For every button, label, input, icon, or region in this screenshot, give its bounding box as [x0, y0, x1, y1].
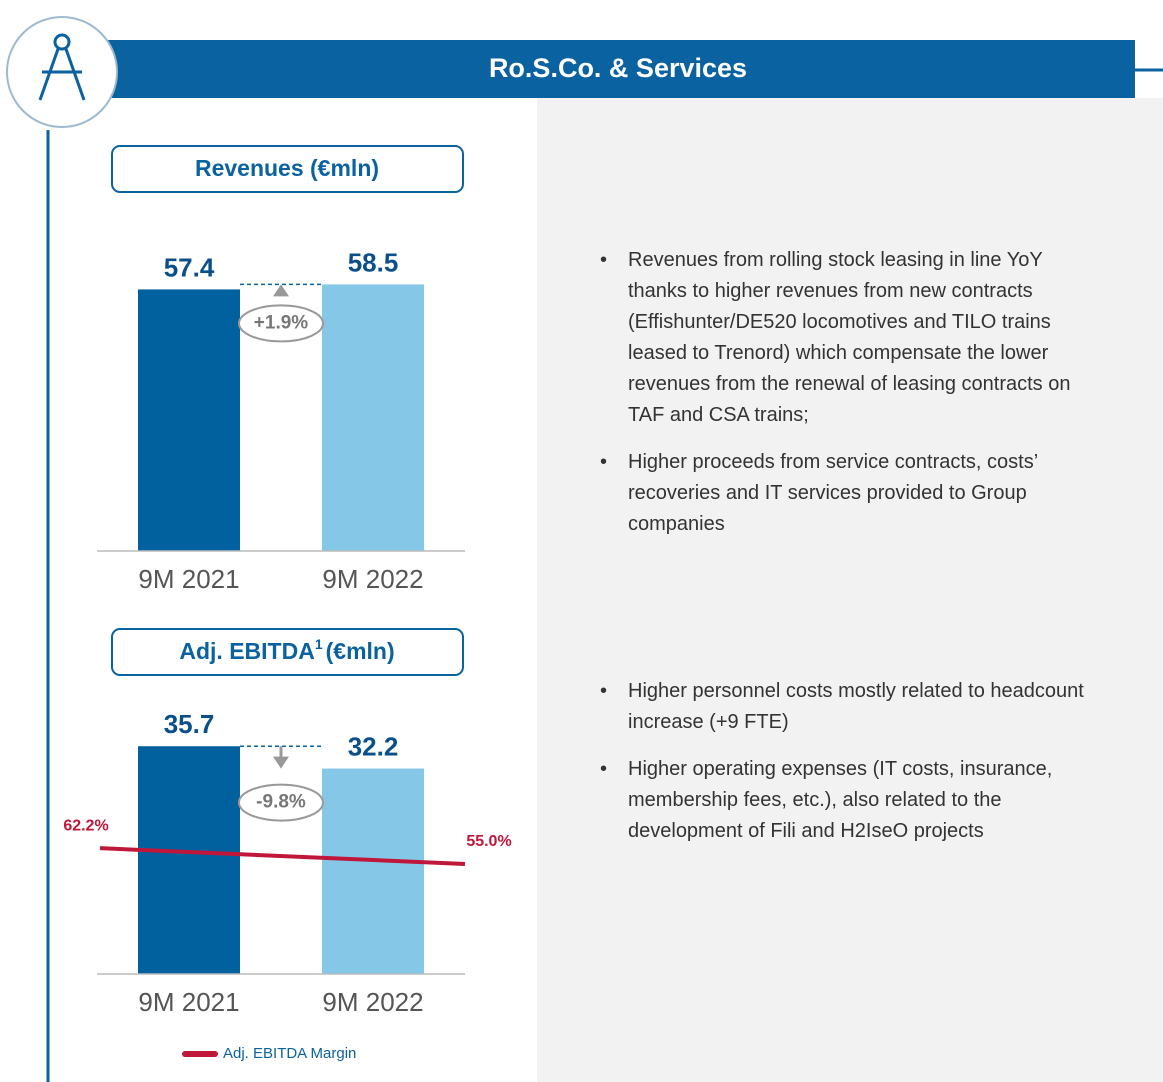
arrow-head: [273, 756, 289, 769]
bullet: Higher proceeds from service contracts, …: [600, 447, 1100, 540]
legend-label: Adj. EBITDA Margin: [223, 1045, 356, 1062]
x-tick-label: 9M 2022: [322, 987, 423, 1017]
change-label: +1.9%: [254, 312, 309, 333]
bullet: Revenues from rolling stock leasing in l…: [600, 245, 1100, 431]
chart-title-note: 1: [315, 636, 323, 652]
chart-title-box: [111, 628, 464, 676]
bar: [138, 289, 240, 551]
value-label: 57.4: [164, 252, 215, 282]
x-tick-label: 9M 2022: [322, 564, 423, 594]
x-tick-label: 9M 2021: [138, 987, 239, 1017]
line-value-label: 62.2%: [63, 817, 108, 834]
bar: [322, 768, 424, 974]
value-label: 58.5: [348, 247, 399, 277]
arrow-head: [273, 284, 289, 297]
logo-icon: [38, 33, 86, 101]
margin-line: [99, 846, 466, 866]
value-label: 35.7: [164, 709, 215, 739]
x-tick-label: 9M 2021: [138, 564, 239, 594]
chart-title-box: [111, 145, 464, 193]
bar: [138, 746, 240, 974]
bullet-list: Revenues from rolling stock leasing in l…: [600, 245, 1100, 556]
change-label: -9.8%: [256, 792, 306, 813]
chart-title: Adj. EBITDA: [179, 638, 314, 664]
change-bubble: [238, 783, 324, 822]
header-band: [100, 40, 1135, 98]
header-title: Ro.S.Co. & Services: [489, 53, 747, 83]
line-value-label: 55.0%: [466, 833, 511, 850]
bullet: Higher personnel costs mostly related to…: [600, 676, 1100, 738]
chart-title: Adj. EBITDA1 (€mln): [179, 636, 394, 664]
bullet: Higher operating expenses (IT costs, ins…: [600, 754, 1100, 847]
chart-title: Revenues (€mln): [195, 155, 379, 181]
change-bubble: [238, 304, 324, 343]
bar: [322, 284, 424, 551]
chart-title-unit: (€mln): [326, 638, 395, 664]
value-label: 32.2: [348, 731, 399, 761]
bullet-list: Higher personnel costs mostly related to…: [600, 676, 1100, 863]
